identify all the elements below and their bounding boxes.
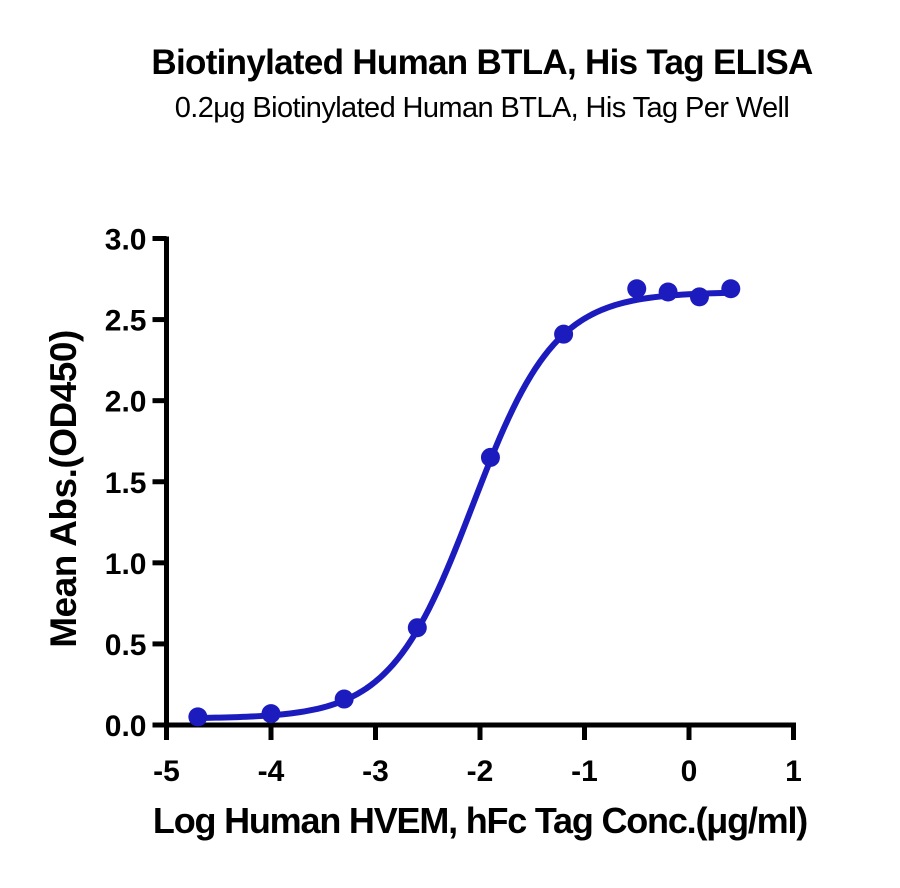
data-point [261, 704, 281, 724]
y-axis-label: Mean Abs.(OD450) [43, 330, 84, 648]
data-point [480, 447, 500, 467]
data-point [554, 324, 574, 344]
x-tick-label: -4 [258, 755, 285, 788]
x-tick-label: -2 [467, 755, 494, 788]
data-point [334, 689, 354, 709]
data-point [188, 707, 208, 727]
chart-title: Biotinylated Human BTLA, His Tag ELISA [151, 43, 813, 82]
data-point [407, 618, 427, 638]
y-tick-label: 1.5 [105, 467, 147, 500]
y-tick-label: 0.0 [105, 710, 147, 743]
y-tick-label: 2.0 [105, 386, 147, 419]
x-tick-label: -3 [362, 755, 389, 788]
x-tick-label: 1 [785, 755, 802, 788]
chart-subtitle: 0.2μg Biotinylated Human BTLA, His Tag P… [174, 92, 790, 124]
y-tick-label: 1.0 [105, 548, 147, 581]
data-point [658, 282, 678, 302]
data-point [627, 279, 647, 299]
data-point [689, 287, 709, 307]
x-axis-label: Log Human HVEM, hFc Tag Conc.(μg/ml) [152, 800, 808, 841]
x-tick-label: 0 [681, 755, 698, 788]
y-tick-label: 3.0 [105, 224, 147, 257]
x-tick-label: -5 [153, 755, 180, 788]
y-tick-label: 2.5 [105, 305, 147, 338]
x-tick-label: -1 [571, 755, 598, 788]
y-tick-label: 0.5 [105, 629, 147, 662]
fit-curve [194, 289, 734, 721]
data-point [721, 279, 741, 299]
